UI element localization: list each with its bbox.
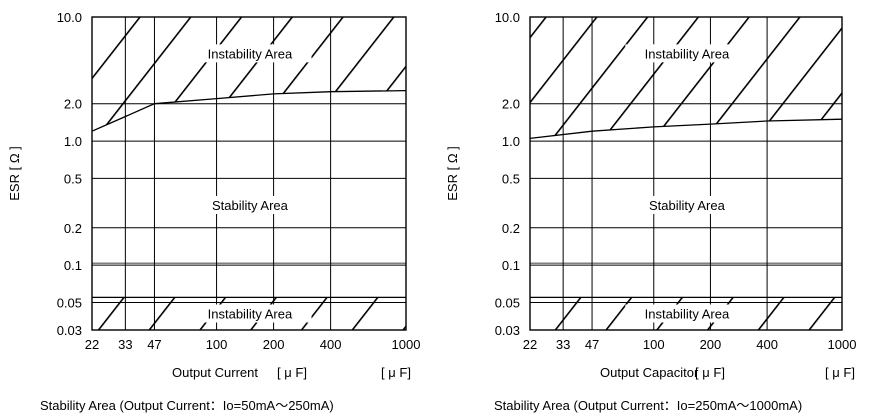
y-tick-label: 0.2 [502,221,520,236]
region-label: Instability Area [645,306,730,321]
x-tick-label: 100 [206,337,228,352]
x-tick-label: 100 [643,337,665,352]
upper-boundary-curve [529,118,843,140]
x-tick-label: 47 [147,337,161,352]
x-axis-label: Output Current [172,365,258,380]
y-tick-label: 0.5 [502,171,520,186]
x-axis-unit-end: [ μ F] [381,365,411,380]
x-axis-label: Output Capacitor [600,365,699,380]
y-tick-label: 0.03 [495,323,520,338]
x-tick-label: 33 [118,337,132,352]
x-tick-label: 200 [263,337,285,352]
x-tick-label: 22 [85,337,99,352]
x-tick-label: 400 [320,337,342,352]
upper-instability-hatch [92,17,406,132]
x-tick-label: 1000 [392,337,421,352]
y-tick-label: 0.05 [57,295,82,310]
region-label: Stability Area [212,198,289,213]
y-tick-label: 2.0 [64,97,82,112]
y-tick-label: 10.0 [495,10,520,25]
region-label-bg [195,195,305,214]
x-axis-unit-end: [ μ F] [825,365,855,380]
chart-output-current: Instability Area Stability Area Instabilit… [7,10,420,413]
region-label-bg [188,304,312,323]
x-tick-label: 400 [756,337,778,352]
x-tick-label: 33 [556,337,570,352]
region-label-bg [625,304,749,323]
y-tick-label: 0.03 [57,323,82,338]
region-label-bg [188,44,312,63]
region-label: Instability Area [208,306,293,321]
region-label: Instability Area [645,46,730,61]
y-tick-label: 0.2 [64,221,82,236]
y-tick-label: 1.0 [64,134,82,149]
y-tick-label: 0.05 [495,295,520,310]
x-tick-label: 1000 [828,337,857,352]
y-axis-label: ESR [ Ω ] [445,146,460,201]
x-tick-label: 200 [700,337,722,352]
x-tick-label: 22 [523,337,537,352]
y-tick-label: 0.5 [64,171,82,186]
x-axis-unit-mid: [ μ F] [277,365,307,380]
region-label: Instability Area [208,46,293,61]
plot-frame [91,16,407,331]
x-tick-label: 47 [585,337,599,352]
y-tick-label: 2.0 [502,97,520,112]
upper-instability-hatch [530,17,842,139]
y-axis-label: ESR [ Ω ] [7,146,22,201]
region-label-bg [625,44,749,63]
chart-output-capacitor: Instability Area Stability Area Instabilit… [445,10,856,413]
region-label: Stability Area [649,198,726,213]
chart-caption: Stability Area (Output Current：Io=250mA～… [494,398,802,413]
chart-caption: Stability Area (Output Current：Io=50mA～2… [40,398,334,413]
y-tick-label: 0.1 [64,258,82,273]
upper-boundary-curve [91,89,407,132]
x-axis-unit-mid: [ μ F] [695,365,725,380]
plot-frame [529,16,843,331]
y-tick-label: 0.1 [502,258,520,273]
y-tick-label: 1.0 [502,134,520,149]
y-tick-label: 10.0 [57,10,82,25]
region-label-bg [632,195,742,214]
